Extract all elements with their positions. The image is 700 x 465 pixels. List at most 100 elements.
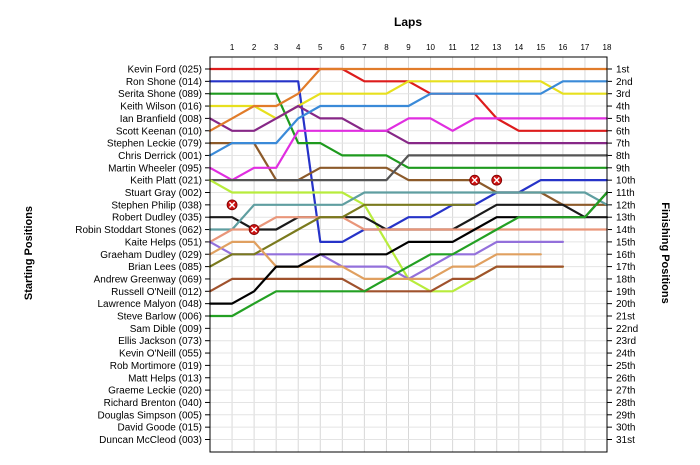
series-line [208, 191, 609, 318]
start-position-label: Scott Keenan (010) [116, 126, 202, 137]
finish-position-label: 25th [616, 361, 635, 372]
series-line [208, 203, 476, 268]
start-position-label: Kaite Helps (051) [125, 237, 202, 248]
x-tick-label: 12 [470, 43, 479, 52]
start-position-label: Duncan McCleod (003) [99, 435, 202, 446]
finish-position-label: 18th [616, 274, 635, 285]
retired-marks [226, 174, 503, 235]
start-position-label: Robin Stoddart Stones (062) [75, 225, 202, 236]
finish-position-label: 16th [616, 250, 635, 261]
series-line [208, 92, 609, 169]
x-tick-label: 18 [603, 43, 612, 52]
start-position-label: Lawrence Malyon (048) [98, 299, 203, 310]
start-position-label: Rob Mortimore (019) [110, 361, 202, 372]
finish-position-label: 12th [616, 200, 635, 211]
series-line [208, 80, 609, 157]
series-line [208, 117, 609, 182]
x-tick-label: 5 [318, 43, 323, 52]
finish-position-label: 6th [616, 126, 630, 137]
start-position-label: Stephen Philip (038) [111, 200, 202, 211]
finish-position-label: 14th [616, 225, 635, 236]
start-position-label: Sam Dible (009) [130, 324, 202, 335]
start-position-label: Stuart Gray (002) [125, 188, 202, 199]
finish-position-label: 10th [616, 176, 635, 187]
x-tick-label: 7 [362, 43, 367, 52]
chart-title: Laps [394, 15, 422, 29]
start-position-label: Graeham Dudley (029) [100, 250, 202, 261]
x-tick-label: 4 [296, 43, 301, 52]
start-position-label: Russell O'Neill (012) [111, 287, 202, 298]
start-position-label: Kevin Ford (025) [128, 65, 202, 76]
x-tick-label: 6 [340, 43, 345, 52]
x-tick-label: 1 [230, 43, 235, 52]
finish-position-label: 24th [616, 349, 635, 360]
finish-position-label: 5th [616, 114, 630, 125]
finish-position-label: 27th [616, 386, 635, 397]
finish-position-label: 29th [616, 410, 635, 421]
start-position-label: Matt Helps (013) [128, 373, 202, 384]
x-tick-label: 11 [448, 43, 457, 52]
series-line [208, 240, 542, 280]
retired-mark [491, 174, 503, 186]
start-position-label: Kevin O'Neill (055) [119, 349, 202, 360]
retired-mark [469, 174, 481, 186]
x-tick-label: 16 [558, 43, 567, 52]
x-tick-label: 10 [426, 43, 435, 52]
finish-position-label: 3rd [616, 89, 630, 100]
finish-position-label: 26th [616, 373, 635, 384]
finish-position-label: 4th [616, 102, 630, 113]
finish-position-label: 30th [616, 423, 635, 434]
series-line [208, 80, 609, 243]
finish-position-label: 28th [616, 398, 635, 409]
retired-mark [226, 199, 238, 211]
x-tick-label: 8 [384, 43, 389, 52]
series-line [208, 104, 609, 145]
x-tick-label: 15 [536, 43, 545, 52]
x-tick-label: 14 [514, 43, 523, 52]
finish-position-label: 9th [616, 163, 630, 174]
finish-position-label: 2nd [616, 77, 633, 88]
start-position-label: Keith Wilson (016) [120, 102, 202, 113]
x-tick-labels: 1 2 3 4 5 6 7 8 9 10 11 12 13 14 15 16 17 18 [230, 43, 612, 52]
finish-position-label: 31st [616, 435, 635, 446]
x-tick-label: 17 [580, 43, 589, 52]
finish-position-label: 13th [616, 213, 635, 224]
start-position-label: Andrew Greenway (069) [94, 274, 202, 285]
right-axis-title: Finishing Positions [659, 202, 671, 303]
finish-position-label: 15th [616, 237, 635, 248]
start-position-label: Robert Dudley (035) [112, 213, 202, 224]
finish-position-label: 8th [616, 151, 630, 162]
finish-position-label: 22nd [616, 324, 638, 335]
start-position-label: Ian Branfield (008) [120, 114, 202, 125]
series-line [208, 265, 565, 293]
start-position-label: Richard Brenton (040) [104, 398, 202, 409]
left-axis-title: Starting Positions [23, 206, 35, 300]
start-position-label: Graeme Leckie (020) [108, 386, 202, 397]
series-lines [208, 67, 609, 318]
x-tick-label: 3 [274, 43, 279, 52]
x-tick-label: 2 [252, 43, 257, 52]
series-line [208, 216, 609, 243]
starting-position-labels: Kevin Ford (025)Ron Shone (014)Serita Sh… [75, 65, 210, 446]
series-line [208, 154, 609, 182]
x-tick-label: 13 [492, 43, 501, 52]
finish-position-label: 19th [616, 287, 635, 298]
start-position-label: Douglas Simpson (005) [98, 410, 203, 421]
series-line [208, 240, 565, 280]
finish-position-label: 1st [616, 65, 630, 76]
finish-position-label: 21st [616, 312, 635, 323]
finish-position-label: 17th [616, 262, 635, 273]
start-position-label: Brian Lees (085) [128, 262, 202, 273]
start-position-label: Stephen Leckie (079) [107, 139, 202, 150]
start-position-label: Ron Shone (014) [126, 77, 202, 88]
x-tick-label: 9 [406, 43, 411, 52]
finish-position-label: 11th [616, 188, 635, 199]
finish-position-label: 7th [616, 139, 630, 150]
start-position-label: Ellis Jackson (073) [118, 336, 202, 347]
finish-position-label: 23rd [616, 336, 636, 347]
start-position-label: Chris Derrick (001) [118, 151, 202, 162]
finish-position-label: 20th [616, 299, 635, 310]
plot-frame [209, 56, 608, 453]
retired-mark [248, 224, 260, 235]
